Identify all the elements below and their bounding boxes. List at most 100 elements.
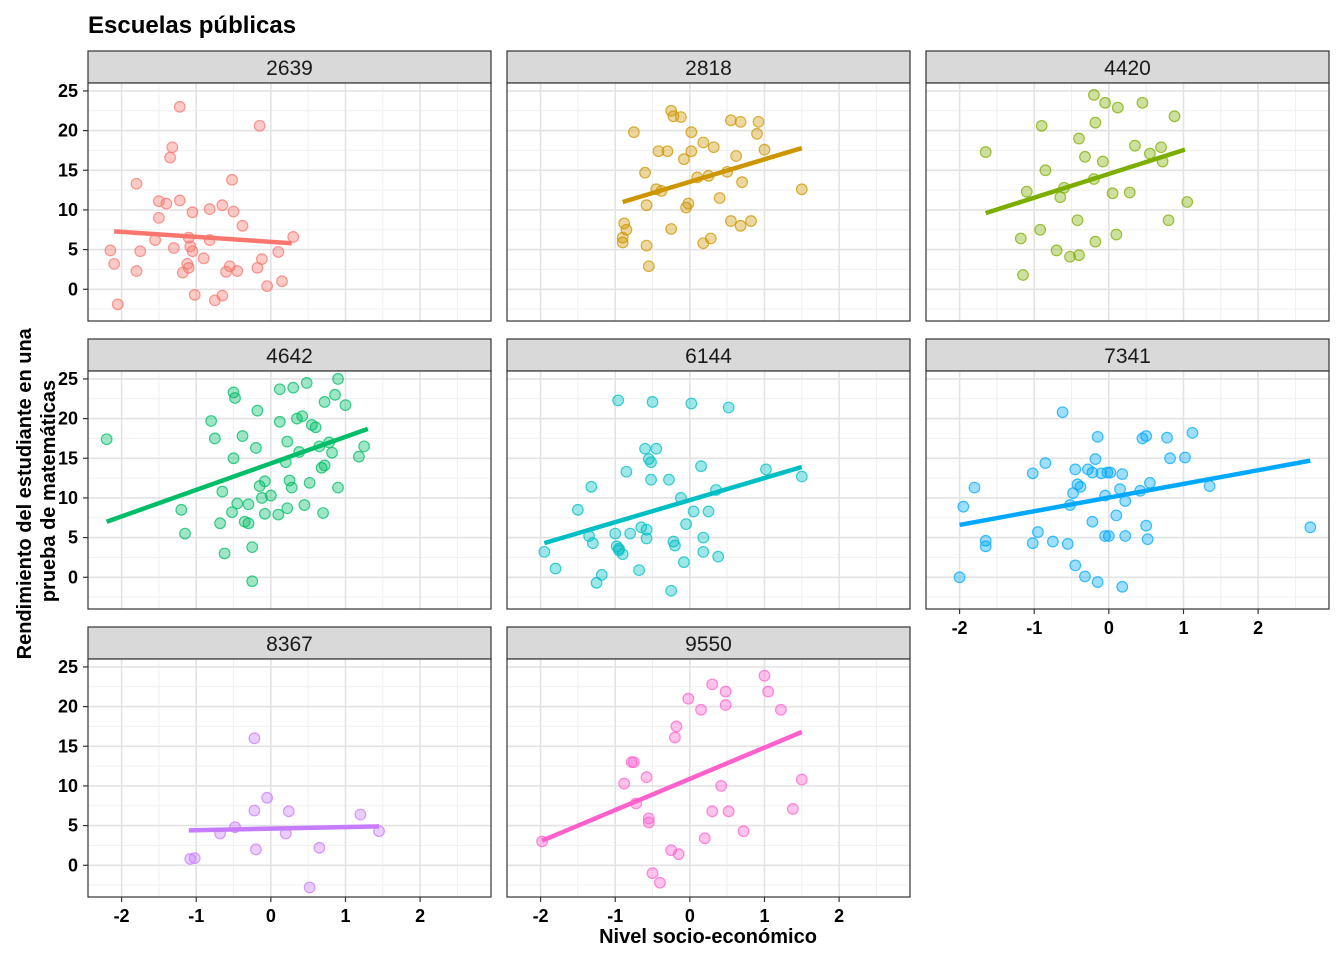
x-tick-label: 0 — [685, 906, 695, 926]
data-point — [258, 475, 271, 488]
data-point — [762, 685, 775, 698]
panel-border — [925, 370, 1330, 610]
data-point — [354, 808, 367, 821]
data-point — [786, 803, 799, 815]
y-tick-label: 0 — [68, 279, 78, 299]
data-point — [697, 136, 710, 149]
data-point — [1119, 530, 1132, 542]
x-axis: -2 -1 0 1 2 — [114, 897, 425, 926]
data-point — [332, 373, 344, 385]
data-point — [108, 257, 121, 270]
data-point — [298, 499, 311, 511]
x-tick-label: 1 — [1178, 618, 1188, 638]
data-point — [1116, 468, 1129, 481]
data-point — [1111, 101, 1124, 114]
regression-line — [541, 729, 803, 843]
data-point — [719, 685, 732, 698]
facet-strip — [506, 626, 911, 660]
data-point — [713, 192, 726, 204]
data-point — [669, 539, 681, 552]
data-point — [654, 876, 666, 889]
data-point — [1020, 185, 1033, 198]
data-point — [1099, 96, 1112, 109]
facet-strip-label: 6144 — [685, 345, 732, 368]
y-tick-label: 25 — [58, 657, 78, 677]
x-tick-label: 2 — [834, 906, 844, 926]
data-point — [620, 465, 633, 478]
data-point — [1046, 535, 1059, 548]
y-tick-label: 15 — [58, 448, 78, 468]
data-point — [300, 377, 313, 389]
data-point — [166, 141, 179, 154]
data-point — [175, 503, 188, 516]
data-point — [646, 867, 659, 880]
data-point — [197, 252, 210, 265]
data-point — [661, 145, 674, 158]
data-point — [639, 442, 651, 455]
data-point — [609, 527, 622, 540]
data-point — [184, 853, 197, 865]
y-axis-title-line-2: prueba de matemáticas — [38, 380, 60, 602]
data-point — [736, 176, 748, 189]
data-point — [250, 843, 262, 856]
data-point — [273, 415, 286, 428]
x-tick-label: -1 — [188, 906, 204, 926]
data-point — [685, 126, 698, 139]
data-point — [1089, 116, 1102, 129]
data-point — [968, 481, 981, 494]
y-axis-title-line-1: Rendimiento del estudiante en una — [14, 327, 36, 659]
data-point — [242, 498, 255, 511]
data-point — [1143, 476, 1156, 489]
data-point — [303, 476, 316, 489]
data-point — [231, 497, 244, 510]
data-point — [173, 100, 186, 113]
data-point — [682, 692, 695, 705]
panel-border — [506, 82, 911, 322]
x-tick-label: -1 — [607, 906, 623, 926]
data-point — [1099, 530, 1112, 542]
data-point — [724, 114, 737, 127]
data-point — [318, 459, 331, 472]
data-point — [1032, 526, 1044, 538]
data-point — [1088, 88, 1100, 101]
facet-strip — [87, 626, 492, 660]
data-point — [624, 527, 637, 540]
data-point — [627, 126, 640, 139]
data-point — [1091, 576, 1104, 588]
data-point — [1101, 466, 1114, 479]
data-point — [229, 392, 241, 404]
data-point — [685, 397, 698, 410]
data-point — [226, 506, 238, 519]
data-point — [231, 265, 244, 277]
data-point — [272, 508, 285, 521]
data-point — [1164, 452, 1176, 465]
data-point — [680, 518, 693, 531]
data-point — [226, 173, 238, 186]
data-point — [758, 143, 771, 156]
data-point — [272, 246, 285, 258]
data-point — [353, 450, 365, 463]
data-point — [358, 440, 371, 453]
data-point — [697, 545, 710, 558]
data-point — [188, 852, 201, 865]
data-point — [216, 199, 229, 212]
facet-panel-4420: 4420 — [925, 50, 1330, 322]
data-point — [179, 527, 191, 540]
data-point — [1079, 150, 1091, 163]
x-tick-label: -2 — [952, 618, 968, 638]
data-point — [1106, 187, 1119, 200]
panel-border — [506, 370, 911, 610]
y-axis: 0 5 10 15 20 25 — [58, 81, 88, 299]
data-point — [1064, 250, 1076, 263]
x-axis: -2 -1 0 1 2 — [952, 609, 1263, 638]
data-point — [264, 489, 277, 502]
data-point — [795, 183, 808, 196]
data-point — [186, 206, 199, 219]
data-point — [702, 505, 715, 518]
data-point — [1061, 538, 1074, 550]
facet-strip-label: 7341 — [1104, 345, 1151, 368]
panel-border — [925, 82, 1330, 322]
data-point — [1056, 406, 1069, 419]
data-point — [130, 265, 143, 277]
data-point — [253, 119, 266, 132]
